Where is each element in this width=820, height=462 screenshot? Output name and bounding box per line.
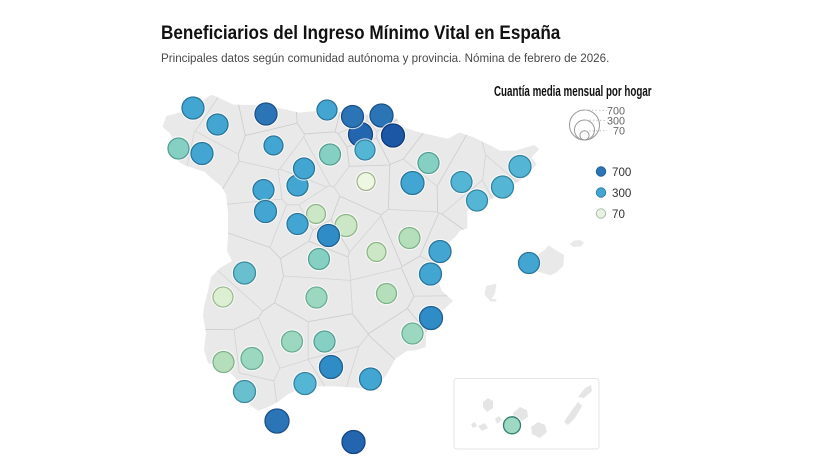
svg-text:300: 300 [607, 116, 625, 128]
svg-text:700: 700 [612, 166, 631, 179]
svg-text:Cuantía media mensual por hoga: Cuantía media mensual por hogar [494, 83, 652, 99]
svg-text:70: 70 [613, 126, 625, 138]
svg-text:70: 70 [612, 208, 625, 221]
svg-text:700: 700 [607, 106, 625, 118]
svg-text:300: 300 [612, 187, 631, 200]
